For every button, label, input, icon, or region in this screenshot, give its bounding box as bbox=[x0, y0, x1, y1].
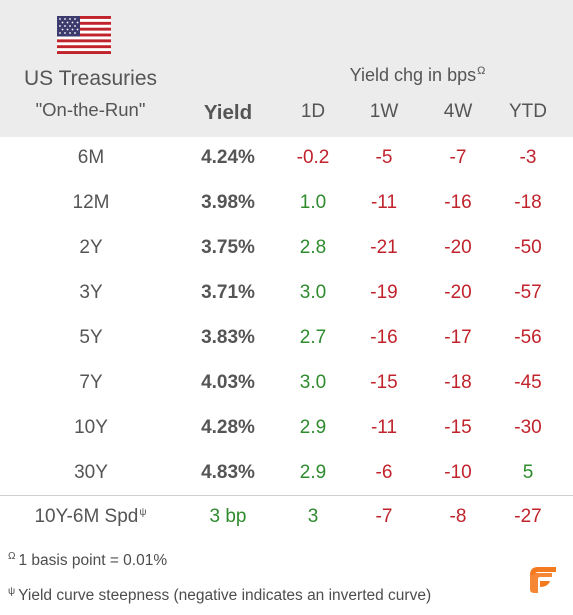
row-term: 6M bbox=[77, 147, 105, 168]
spread-term-text: 10Y-6M Spd bbox=[34, 506, 139, 527]
psi-footnote-marker: ψ bbox=[139, 506, 147, 518]
row-term: 2Y bbox=[79, 237, 103, 258]
row-term: 30Y bbox=[74, 462, 108, 483]
spread-term: 10Y-6M Spdψ bbox=[18, 506, 163, 528]
row-1w: -11 bbox=[370, 192, 398, 213]
row-1w: -15 bbox=[370, 372, 398, 393]
row-yield: 4.03% bbox=[201, 372, 255, 393]
row-4w: -18 bbox=[444, 372, 472, 393]
row-1d: 2.7 bbox=[299, 327, 327, 348]
row-ytd: 5 bbox=[522, 462, 534, 483]
table-subtitle: "On-the-Run" bbox=[35, 99, 146, 120]
row-term: 5Y bbox=[79, 327, 103, 348]
row-1w: -19 bbox=[370, 282, 398, 303]
row-1d: 2.9 bbox=[299, 462, 327, 483]
row-1d: 1.0 bbox=[299, 192, 327, 213]
row-1d: 3.0 bbox=[299, 372, 327, 393]
row-4w: -16 bbox=[444, 192, 472, 213]
row-1d: 2.8 bbox=[299, 237, 327, 258]
table-row: 30Y 4.83% 2.9 -6 -10 5 bbox=[0, 452, 573, 497]
row-1w: -11 bbox=[370, 417, 398, 438]
row-term: 12M bbox=[72, 192, 110, 213]
row-1w: -6 bbox=[375, 462, 393, 483]
spread-row: 10Y-6M Spdψ 3 bp 3 -7 -8 -27 bbox=[0, 496, 573, 541]
row-4w: -15 bbox=[444, 417, 472, 438]
table-header: US Treasuries "On-the-Run" Yield chg in … bbox=[0, 0, 573, 137]
spread-4w: -8 bbox=[449, 506, 467, 527]
row-ytd: -3 bbox=[519, 147, 537, 168]
yield-change-label-text: Yield chg in bps bbox=[349, 65, 477, 85]
row-4w: -20 bbox=[444, 237, 472, 258]
column-header-yield: Yield bbox=[203, 101, 253, 124]
row-ytd: -45 bbox=[514, 372, 542, 393]
row-1w: -16 bbox=[370, 327, 398, 348]
row-4w: -20 bbox=[444, 282, 472, 303]
column-header-ytd: YTD bbox=[509, 101, 547, 122]
table-row: 6M 4.24% -0.2 -5 -7 -3 bbox=[0, 137, 573, 182]
yield-change-label: Yield chg in bpsΩ bbox=[330, 65, 505, 86]
row-term: 10Y bbox=[74, 417, 108, 438]
spread-ytd: -27 bbox=[514, 506, 542, 527]
table-row: 5Y 3.83% 2.7 -16 -17 -56 bbox=[0, 317, 573, 362]
row-1w: -21 bbox=[370, 237, 398, 258]
omega-footnote-symbol: Ω bbox=[8, 551, 16, 562]
row-yield: 4.24% bbox=[201, 147, 255, 168]
row-1d: -0.2 bbox=[296, 147, 330, 168]
row-1d: 3.0 bbox=[299, 282, 327, 303]
spread-1w: -7 bbox=[375, 506, 393, 527]
footnote-curve-steepness: ψ Yield curve steepness (negative indicat… bbox=[8, 586, 431, 605]
spread-1d: 3 bbox=[307, 506, 319, 527]
brand-logo-icon bbox=[530, 567, 556, 593]
footnote-curve-steepness-text: Yield curve steepness (negative indicate… bbox=[18, 587, 432, 605]
row-ytd: -56 bbox=[514, 327, 542, 348]
row-4w: -17 bbox=[444, 327, 472, 348]
row-4w: -10 bbox=[444, 462, 472, 483]
table-row: 12M 3.98% 1.0 -11 -16 -18 bbox=[0, 182, 573, 227]
table-row: 10Y 4.28% 2.9 -11 -15 -30 bbox=[0, 407, 573, 452]
table-row: 2Y 3.75% 2.8 -21 -20 -50 bbox=[0, 227, 573, 272]
row-term: 3Y bbox=[79, 282, 103, 303]
row-ytd: -57 bbox=[514, 282, 542, 303]
table-row: 3Y 3.71% 3.0 -19 -20 -57 bbox=[0, 272, 573, 317]
row-ytd: -18 bbox=[514, 192, 542, 213]
row-yield: 3.75% bbox=[201, 237, 255, 258]
table-title: US Treasuries bbox=[23, 67, 158, 90]
row-yield: 3.83% bbox=[201, 327, 255, 348]
row-yield: 4.83% bbox=[201, 462, 255, 483]
row-ytd: -50 bbox=[514, 237, 542, 258]
table-row: 7Y 4.03% 3.0 -15 -18 -45 bbox=[0, 362, 573, 407]
row-yield: 4.28% bbox=[201, 417, 255, 438]
us-flag-icon bbox=[57, 16, 111, 54]
row-1d: 2.9 bbox=[299, 417, 327, 438]
column-header-4w: 4W bbox=[443, 101, 473, 122]
omega-footnote-marker: Ω bbox=[477, 65, 486, 77]
psi-footnote-symbol: ψ bbox=[8, 586, 16, 597]
row-term: 7Y bbox=[79, 372, 103, 393]
table-divider bbox=[0, 495, 573, 496]
footnote-basis-point-text: 1 basis point = 0.01% bbox=[18, 552, 168, 570]
column-header-1w: 1W bbox=[369, 101, 399, 122]
row-yield: 3.98% bbox=[201, 192, 255, 213]
row-4w: -7 bbox=[449, 147, 467, 168]
spread-yield: 3 bp bbox=[209, 506, 247, 527]
column-header-1d: 1D bbox=[300, 101, 326, 122]
row-ytd: -30 bbox=[514, 417, 542, 438]
row-yield: 3.71% bbox=[201, 282, 255, 303]
row-1w: -5 bbox=[375, 147, 393, 168]
